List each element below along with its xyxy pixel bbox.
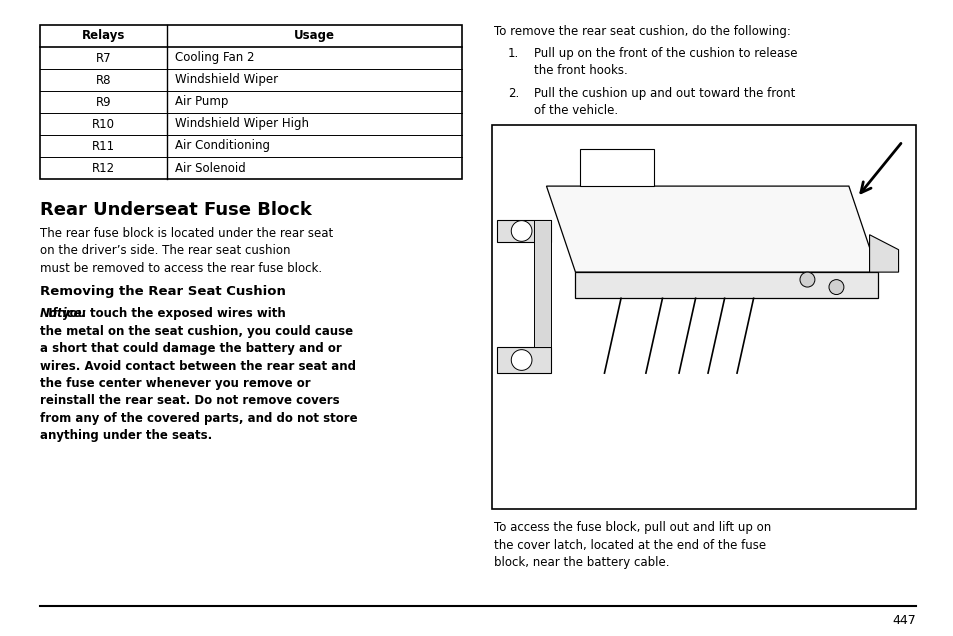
Text: R8: R8 xyxy=(95,74,111,86)
Text: Usage: Usage xyxy=(294,29,335,43)
Text: Air Solenoid: Air Solenoid xyxy=(174,162,245,174)
Text: Air Pump: Air Pump xyxy=(174,95,228,109)
Text: If you touch the exposed wires with
the metal on the seat cushion, you could cau: If you touch the exposed wires with the … xyxy=(40,307,357,443)
Text: Notice:: Notice: xyxy=(40,307,88,320)
Circle shape xyxy=(511,221,532,241)
Circle shape xyxy=(511,350,532,370)
Text: R10: R10 xyxy=(91,118,114,130)
Polygon shape xyxy=(546,186,877,272)
Text: Air Conditioning: Air Conditioning xyxy=(174,139,270,153)
Bar xyxy=(491,125,915,509)
Text: Rear Underseat Fuse Block: Rear Underseat Fuse Block xyxy=(40,201,312,219)
Text: Cooling Fan 2: Cooling Fan 2 xyxy=(174,52,253,64)
Text: 447: 447 xyxy=(891,614,915,627)
Text: 1.: 1. xyxy=(507,47,518,60)
Text: Pull up on the front of the cushion to release
the front hooks.: Pull up on the front of the cushion to r… xyxy=(534,47,797,78)
Text: The rear fuse block is located under the rear seat
on the driver’s side. The rea: The rear fuse block is located under the… xyxy=(40,227,333,275)
Text: Windshield Wiper: Windshield Wiper xyxy=(174,74,277,86)
Text: R7: R7 xyxy=(95,52,111,64)
Polygon shape xyxy=(869,235,898,272)
Polygon shape xyxy=(579,149,654,186)
Text: To access the fuse block, pull out and lift up on
the cover latch, located at th: To access the fuse block, pull out and l… xyxy=(494,521,770,569)
Text: Removing the Rear Seat Cushion: Removing the Rear Seat Cushion xyxy=(40,285,286,298)
Text: Windshield Wiper High: Windshield Wiper High xyxy=(174,118,308,130)
Bar xyxy=(40,25,461,179)
Text: Pull the cushion up and out toward the front
of the vehicle.: Pull the cushion up and out toward the f… xyxy=(534,87,794,118)
Text: R11: R11 xyxy=(91,139,114,153)
Text: R12: R12 xyxy=(91,162,114,174)
Polygon shape xyxy=(497,220,550,242)
Polygon shape xyxy=(534,220,550,347)
Polygon shape xyxy=(497,347,550,373)
Polygon shape xyxy=(575,272,877,298)
Text: 2.: 2. xyxy=(507,87,518,100)
Text: Relays: Relays xyxy=(82,29,125,43)
Text: To remove the rear seat cushion, do the following:: To remove the rear seat cushion, do the … xyxy=(494,25,790,38)
Text: R9: R9 xyxy=(95,95,111,109)
Circle shape xyxy=(800,272,814,287)
Circle shape xyxy=(828,280,843,294)
